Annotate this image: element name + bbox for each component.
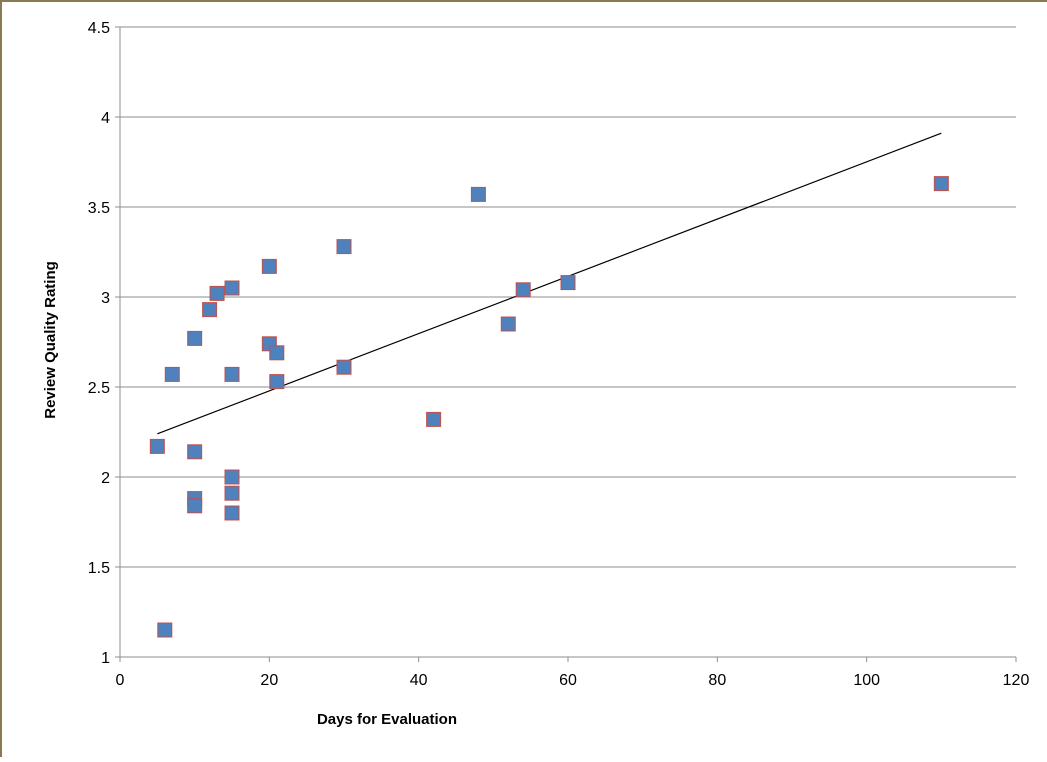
x-axis-title: Days for Evaluation [317,711,457,728]
y-tick-label: 1.5 [88,560,110,577]
data-point [164,366,180,382]
data-point [933,176,949,192]
data-point [261,258,277,274]
data-point [187,330,203,346]
data-point [560,275,576,291]
y-tick-label: 4.5 [88,20,110,37]
x-tick-label: 40 [410,672,428,689]
tick-labels: 1 1.5 2 2.5 3 3.5 4 4.5 0 20 40 60 80 100 120 [88,20,1030,689]
gridlines [120,26,1016,568]
data-point [224,505,240,521]
trendline [157,132,942,435]
data-point [470,186,486,202]
y-tick-label: 2.5 [88,380,110,397]
data-point [187,498,203,514]
data-point [336,239,352,255]
data-point [157,622,173,638]
x-tick-label: 120 [1003,672,1030,689]
data-point [202,302,218,318]
x-tick-label: 20 [260,672,278,689]
data-point [269,374,285,390]
data-point [224,485,240,501]
data-point [500,316,516,332]
x-tick-label: 100 [853,672,880,689]
data-point [336,359,352,375]
y-axis-title: Review Quality Rating [42,261,59,419]
y-tick-label: 3.5 [88,200,110,217]
data-point [224,366,240,382]
data-points [149,176,949,638]
y-tick-label: 2 [101,470,110,487]
x-tick-label: 0 [116,672,125,689]
data-point [187,444,203,460]
data-point [209,285,225,301]
data-point [426,411,442,427]
axes [115,26,1017,662]
x-tick-label: 80 [708,672,726,689]
x-tick-label: 60 [559,672,577,689]
data-point [269,345,285,361]
data-point [149,438,165,454]
y-tick-label: 1 [101,650,110,667]
trendline-layer [157,132,942,435]
data-point [224,469,240,485]
y-tick-label: 3 [101,290,110,307]
y-tick-label: 4 [101,110,110,127]
data-point [224,280,240,296]
data-point [515,282,531,298]
